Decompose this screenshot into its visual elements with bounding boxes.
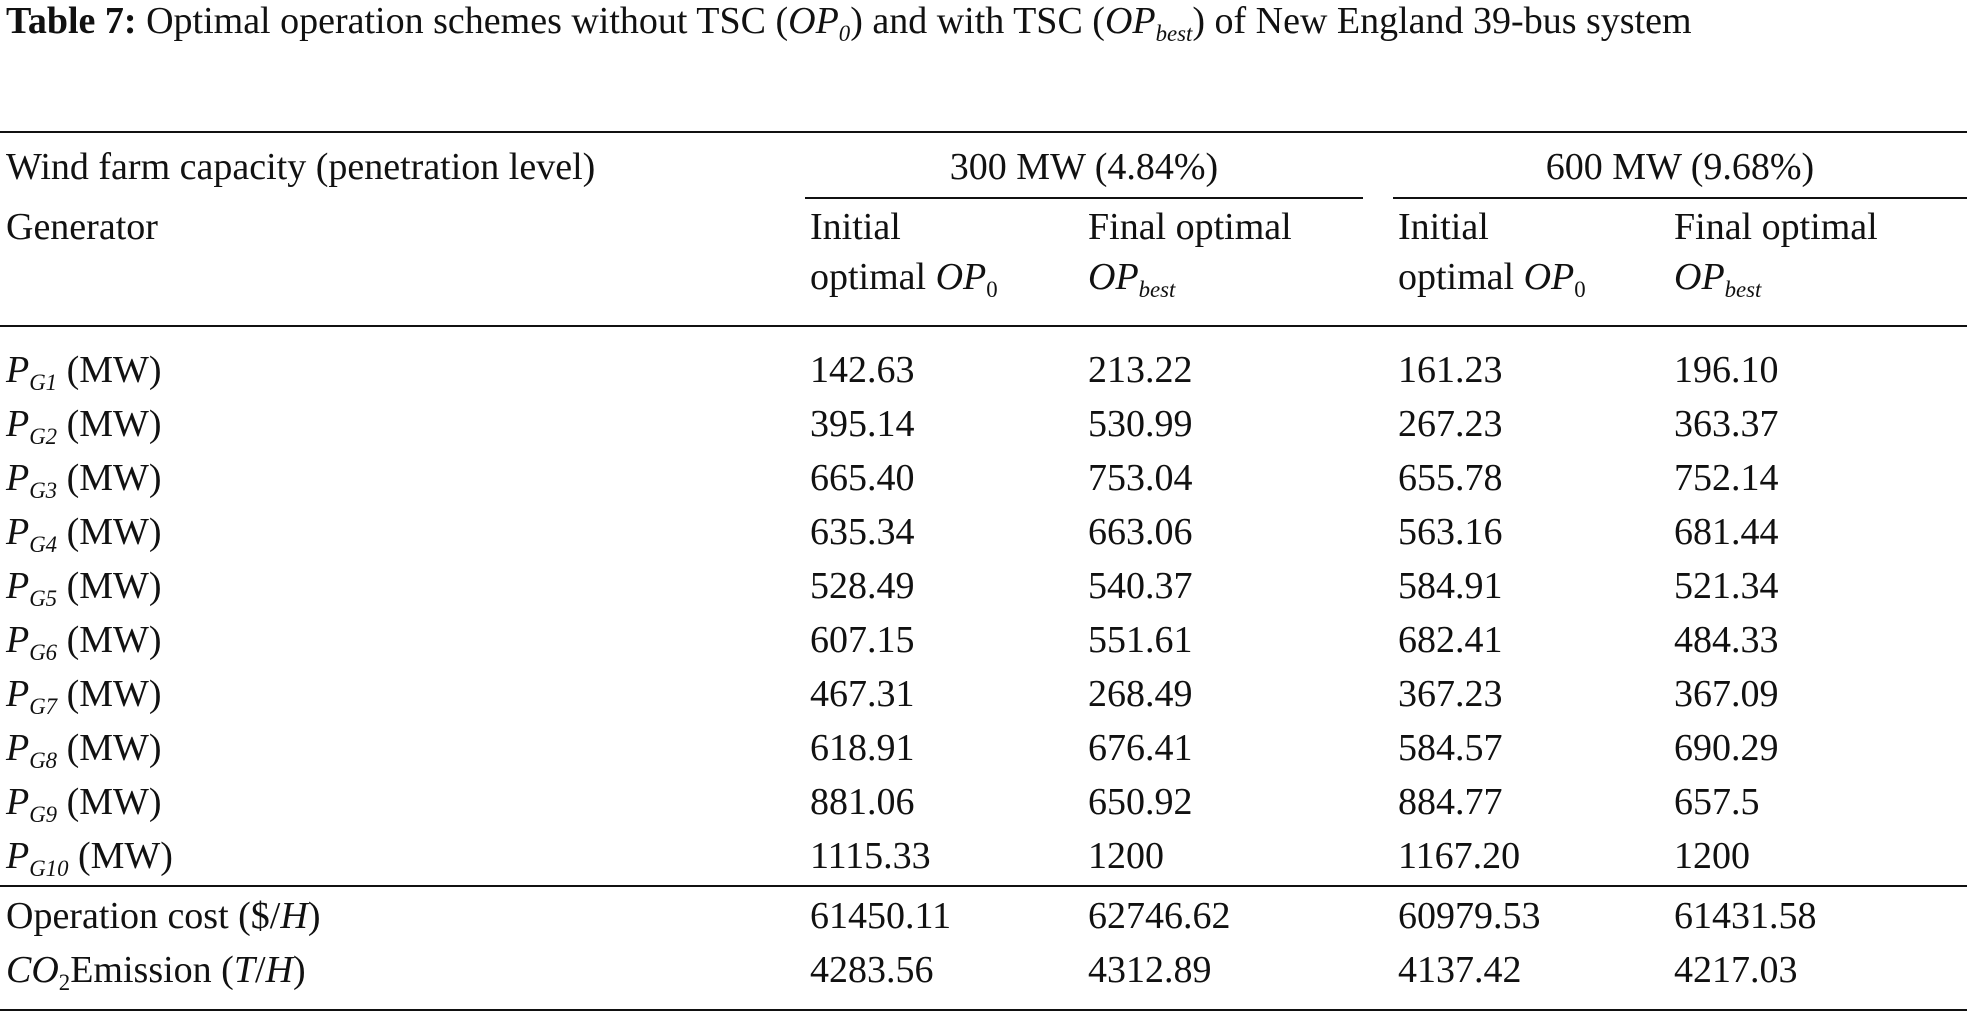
final-line2: OPbest [1674, 256, 1762, 302]
table-caption: Table 7: Optimal operation schemes witho… [6, 0, 1956, 59]
final-line1: Final optimal [1088, 206, 1292, 248]
cell-600-final: 367.09 [1674, 673, 1779, 715]
row-label: PG4 (MW) [6, 511, 162, 557]
generator-header: Generator [6, 206, 158, 248]
caption-op0-sub: 0 [838, 20, 851, 46]
cell-300-final: 650.92 [1088, 781, 1193, 823]
cell-300-final: 753.04 [1088, 457, 1193, 499]
cell-300-initial: 607.15 [810, 619, 915, 661]
cell-600-initial: 367.23 [1398, 673, 1503, 715]
emission-600-final: 4217.03 [1674, 949, 1798, 991]
wind-farm-header: Wind farm capacity (penetration level) [6, 146, 596, 188]
cell-600-final: 752.14 [1674, 457, 1779, 499]
row-label: PG5 (MW) [6, 565, 162, 611]
cell-600-final: 681.44 [1674, 511, 1779, 553]
group-600-header: 600 MW (9.68%) [1545, 146, 1815, 188]
cell-600-initial: 1167.20 [1398, 835, 1521, 877]
cell-300-initial: 635.34 [810, 511, 915, 553]
cell-300-final: 1200 [1088, 835, 1164, 877]
cell-600-final: 521.34 [1674, 565, 1779, 607]
cost-300-initial: 61450.11 [810, 895, 952, 937]
caption-text-2: ) and with TSC ( [850, 0, 1105, 42]
cell-300-initial: 142.63 [810, 349, 915, 391]
cost-600-initial: 60979.53 [1398, 895, 1541, 937]
caption-opbest: OPbest [1104, 0, 1192, 46]
cell-300-final: 213.22 [1088, 349, 1193, 391]
row-label: PG6 (MW) [6, 619, 162, 665]
cell-300-final: 540.37 [1088, 565, 1193, 607]
col-final-300: Final optimal OPbest [1088, 202, 1292, 315]
emission-300-initial: 4283.56 [810, 949, 934, 991]
row-label: PG1 (MW) [6, 349, 162, 395]
cell-300-initial: 1115.33 [810, 835, 931, 877]
cell-300-initial: 618.91 [810, 727, 915, 769]
row-label: PG10 (MW) [6, 835, 173, 881]
row-label: PG9 (MW) [6, 781, 162, 827]
cell-600-final: 196.10 [1674, 349, 1779, 391]
caption-label: Table 7: [6, 0, 137, 42]
cell-600-final: 690.29 [1674, 727, 1779, 769]
cell-600-final: 484.33 [1674, 619, 1779, 661]
initial-line2: optimal OP0 [810, 256, 998, 302]
caption-op0-main: OP [788, 0, 839, 42]
caption-text-1: Optimal operation schemes without TSC ( [136, 0, 789, 42]
emission-label: CO2Emission (T/H) [6, 949, 306, 995]
col-final-600: Final optimal OPbest [1674, 202, 1878, 315]
bottom-rule [0, 1009, 1967, 1011]
initial-line1: Initial [1398, 206, 1489, 248]
caption-text-3: ) of New England 39-bus system [1192, 0, 1692, 42]
emission-600-initial: 4137.42 [1398, 949, 1522, 991]
group-300-rule [805, 197, 1363, 199]
cost-300-final: 62746.62 [1088, 895, 1231, 937]
row-label: PG8 (MW) [6, 727, 162, 773]
cost-600-final: 61431.58 [1674, 895, 1817, 937]
cell-300-final: 268.49 [1088, 673, 1193, 715]
row-label: PG3 (MW) [6, 457, 162, 503]
initial-line2: optimal OP0 [1398, 256, 1586, 302]
cell-300-initial: 467.31 [810, 673, 915, 715]
cell-300-initial: 881.06 [810, 781, 915, 823]
caption-opbest-sub: best [1155, 20, 1193, 46]
col-initial-300: Initial optimal OP0 [810, 202, 998, 315]
cell-300-final: 530.99 [1088, 403, 1193, 445]
col-initial-600: Initial optimal OP0 [1398, 202, 1586, 315]
row-label: PG7 (MW) [6, 673, 162, 719]
group-300-header: 300 MW (4.84%) [949, 146, 1219, 188]
cell-300-initial: 395.14 [810, 403, 915, 445]
header-bottom-rule [0, 325, 1967, 327]
row-label: PG2 (MW) [6, 403, 162, 449]
cell-600-initial: 682.41 [1398, 619, 1503, 661]
cell-300-final: 551.61 [1088, 619, 1193, 661]
emission-300-final: 4312.89 [1088, 949, 1212, 991]
cell-600-initial: 267.23 [1398, 403, 1503, 445]
cell-600-initial: 584.91 [1398, 565, 1503, 607]
cell-300-initial: 528.49 [810, 565, 915, 607]
cell-600-initial: 884.77 [1398, 781, 1503, 823]
cell-600-final: 657.5 [1674, 781, 1760, 823]
caption-op0: OP0 [788, 0, 850, 46]
operation-cost-label: Operation cost ($/H) [6, 895, 321, 937]
top-rule [0, 131, 1967, 133]
cell-600-initial: 161.23 [1398, 349, 1503, 391]
cell-300-final: 663.06 [1088, 511, 1193, 553]
group-600-rule [1393, 197, 1967, 199]
cell-300-initial: 665.40 [810, 457, 915, 499]
cell-300-final: 676.41 [1088, 727, 1193, 769]
cell-600-initial: 655.78 [1398, 457, 1503, 499]
final-line2: OPbest [1088, 256, 1176, 302]
final-line1: Final optimal [1674, 206, 1878, 248]
cell-600-final: 363.37 [1674, 403, 1779, 445]
initial-line1: Initial [810, 206, 901, 248]
summary-rule [0, 885, 1967, 887]
cell-600-initial: 584.57 [1398, 727, 1503, 769]
cell-600-final: 1200 [1674, 835, 1750, 877]
cell-600-initial: 563.16 [1398, 511, 1503, 553]
caption-opbest-main: OP [1104, 0, 1156, 42]
